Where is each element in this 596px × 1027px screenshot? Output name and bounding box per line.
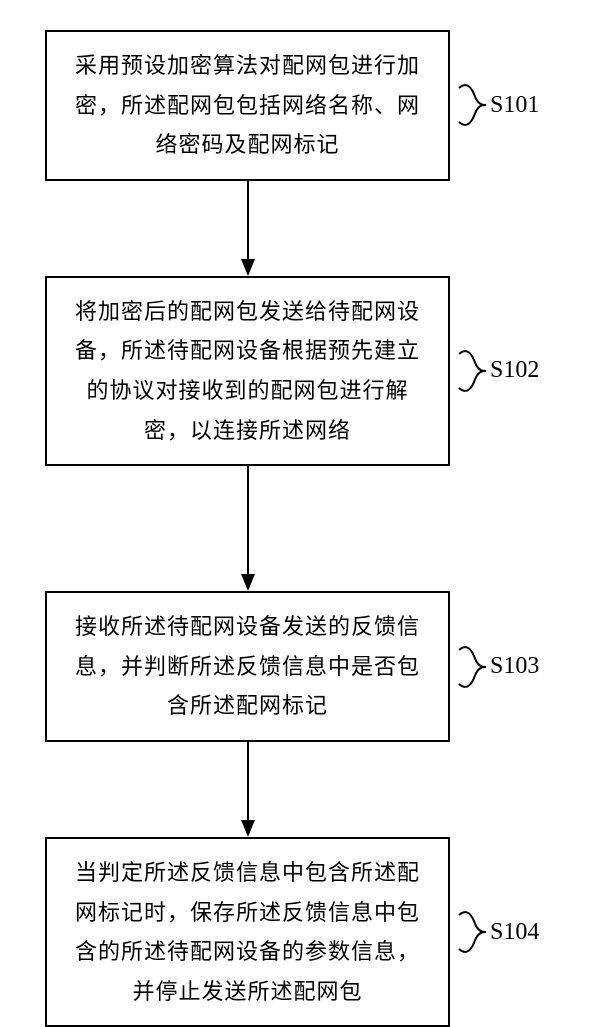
step-label-wrap: S101: [456, 80, 539, 130]
step-label: S101: [490, 92, 539, 119]
step-label-wrap: S102: [456, 346, 539, 396]
step-label: S102: [490, 357, 539, 384]
flow-node: 接收所述待配网设备发送的反馈信息，并判断所述反馈信息中是否包含所述配网标记 S1…: [45, 591, 555, 742]
step-label: S104: [490, 919, 539, 946]
step-box-s102: 将加密后的配网包发送给待配网设备，所述待配网设备根据预先建立的协议对接收到的配网…: [45, 276, 450, 466]
step-label: S103: [490, 653, 539, 680]
step-box-s101: 采用预设加密算法对配网包进行加密，所述配网包包括网络名称、网络密码及配网标记: [45, 30, 450, 181]
flow-arrow: [45, 742, 450, 837]
flow-node: 将加密后的配网包发送给待配网设备，所述待配网设备根据预先建立的协议对接收到的配网…: [45, 276, 555, 466]
flow-node: 采用预设加密算法对配网包进行加密，所述配网包包括网络名称、网络密码及配网标记 S…: [45, 30, 555, 181]
step-label-wrap: S103: [456, 642, 539, 692]
step-box-s103: 接收所述待配网设备发送的反馈信息，并判断所述反馈信息中是否包含所述配网标记: [45, 591, 450, 742]
step-label-wrap: S104: [456, 907, 539, 957]
flow-arrow: [45, 181, 450, 276]
flow-arrow: [45, 466, 450, 591]
flowchart-container: 采用预设加密算法对配网包进行加密，所述配网包包括网络名称、网络密码及配网标记 S…: [45, 30, 555, 1027]
flow-node: 当判定所述反馈信息中包含所述配网标记时，保存所述反馈信息中包含的所述待配网设备的…: [45, 837, 555, 1027]
curly-connector: [456, 80, 490, 130]
curly-connector: [456, 642, 490, 692]
curly-connector: [456, 346, 490, 396]
step-box-s104: 当判定所述反馈信息中包含所述配网标记时，保存所述反馈信息中包含的所述待配网设备的…: [45, 837, 450, 1027]
curly-connector: [456, 907, 490, 957]
